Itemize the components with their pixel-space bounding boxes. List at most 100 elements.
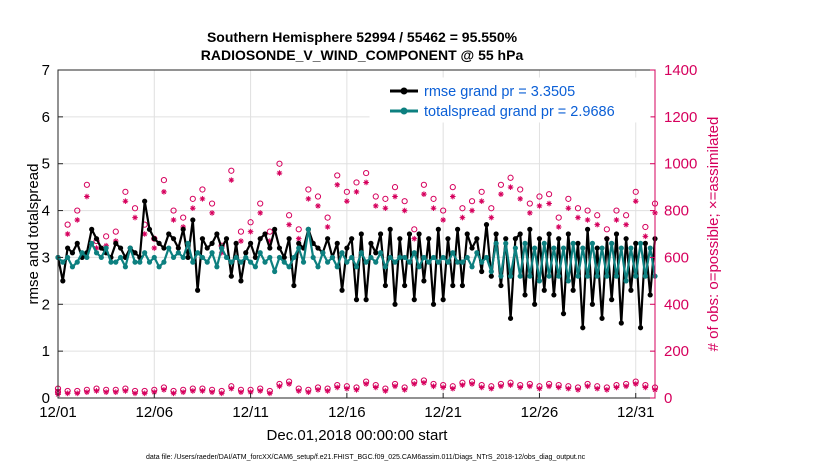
- obs-possible-marker: [228, 167, 235, 174]
- spread-point: [137, 259, 143, 265]
- obs-possible-marker: [189, 195, 196, 202]
- spread-point: [493, 240, 499, 246]
- obs-assimilated-marker: [353, 189, 360, 195]
- obs-possible-marker: [420, 181, 428, 188]
- obs-possible-marker: [64, 221, 71, 228]
- spread-point: [185, 240, 191, 246]
- spread-point: [377, 250, 384, 256]
- obs-assimilated-low-marker: [267, 390, 273, 397]
- spread-point: [344, 259, 350, 265]
- spread-point: [300, 259, 307, 265]
- y-tick-label: 3: [42, 249, 50, 266]
- obs-assimilated-low-marker: [141, 390, 148, 397]
- spread-point: [570, 240, 576, 246]
- rmse-point: [397, 236, 403, 242]
- spread-point: [175, 250, 181, 256]
- obs-assimilated-marker: [93, 245, 100, 251]
- obs-possible-marker: [372, 193, 379, 200]
- rmse-point: [445, 236, 451, 242]
- obs-assimilated-marker: [286, 221, 292, 228]
- y-right-tick-label: 1000: [664, 156, 697, 173]
- obs-assimilated-low-marker: [642, 384, 649, 391]
- obs-assimilated-low-marker: [324, 388, 331, 394]
- spread-point: [551, 245, 557, 251]
- obs-possible-marker: [112, 228, 119, 235]
- rmse-point: [426, 236, 432, 242]
- chart-title: Southern Hemisphere 52994 / 55462 = 95.5…: [207, 29, 518, 45]
- obs-assimilated-low-marker: [344, 385, 350, 392]
- obs-layer: [54, 160, 659, 398]
- obs-assimilated-marker: [555, 224, 562, 230]
- obs-assimilated-marker: [267, 238, 273, 244]
- rmse-point: [387, 226, 393, 232]
- obs-assimilated-low-marker: [122, 388, 129, 394]
- rmse-point: [233, 240, 239, 246]
- obs-possible-marker: [382, 195, 389, 202]
- obs-assimilated-marker: [132, 214, 138, 221]
- spread-point: [402, 254, 408, 261]
- obs-assimilated-low-marker: [488, 385, 495, 392]
- spread-point: [195, 250, 201, 256]
- obs-possible-marker: [545, 191, 553, 198]
- obs-assimilated-marker: [295, 235, 302, 242]
- obs-assimilated-low-marker: [449, 385, 456, 392]
- rmse-point: [349, 236, 355, 242]
- obs-assimilated-marker: [507, 184, 514, 190]
- rmse-point: [98, 245, 104, 251]
- spread-point: [291, 254, 297, 261]
- obs-possible-marker: [343, 188, 350, 195]
- rmse-point: [483, 222, 490, 228]
- legend-marker-spread: [400, 107, 408, 115]
- spread-point: [65, 254, 71, 261]
- spread-point: [156, 264, 162, 270]
- spread-point: [93, 250, 100, 256]
- obs-assimilated-low-marker: [305, 389, 312, 395]
- spread-point: [382, 264, 388, 270]
- rmse-point: [60, 278, 66, 284]
- plot-area: [58, 70, 655, 398]
- spread-point: [560, 245, 567, 251]
- spread-point: [325, 259, 331, 265]
- rmse-point: [411, 297, 417, 303]
- obs-assimilated-marker: [151, 245, 158, 251]
- rmse-point: [142, 198, 148, 204]
- obs-possible-marker: [103, 233, 110, 240]
- rmse-point: [435, 226, 441, 232]
- rmse-point: [146, 226, 153, 232]
- spread-point: [252, 264, 258, 270]
- obs-assimilated-marker: [623, 221, 629, 228]
- y-ticks-right: 0 200 400 600 800 1000 1200 1400: [650, 62, 697, 407]
- spread-point: [556, 273, 562, 279]
- rmse-point: [65, 245, 71, 251]
- rmse-point: [474, 236, 480, 242]
- rmse-point: [594, 245, 600, 251]
- obs-assimilated-low-marker: [247, 389, 254, 395]
- obs-assimilated-low-marker: [180, 389, 186, 395]
- spread-point: [151, 254, 157, 261]
- rmse-point: [402, 282, 408, 289]
- y-right-tick-label: 400: [664, 296, 689, 313]
- obs-possible-marker: [237, 228, 245, 235]
- obs-possible-marker: [507, 174, 514, 181]
- spread-point: [122, 264, 129, 270]
- rmse-point: [156, 240, 162, 246]
- rmse-point: [93, 236, 100, 242]
- spread-point: [334, 264, 340, 270]
- obs-assimilated-marker: [411, 235, 418, 242]
- obs-assimilated-marker: [218, 249, 225, 256]
- rmse-point: [628, 287, 634, 293]
- x-tick-label: 12/26: [521, 404, 559, 421]
- rmse-point: [377, 231, 384, 237]
- rmse-point: [469, 245, 475, 251]
- rmse-point: [430, 301, 437, 307]
- obs-possible-marker: [391, 184, 399, 191]
- y-right-tick-label: 600: [664, 249, 689, 266]
- obs-assimilated-low-marker: [238, 389, 244, 395]
- rmse-point: [507, 315, 514, 321]
- rmse-point: [204, 245, 210, 251]
- spread-point: [594, 273, 600, 279]
- rmse-point: [180, 226, 186, 232]
- rmse-point: [223, 236, 230, 242]
- obs-possible-marker: [478, 188, 485, 195]
- obs-assimilated-marker: [584, 217, 591, 223]
